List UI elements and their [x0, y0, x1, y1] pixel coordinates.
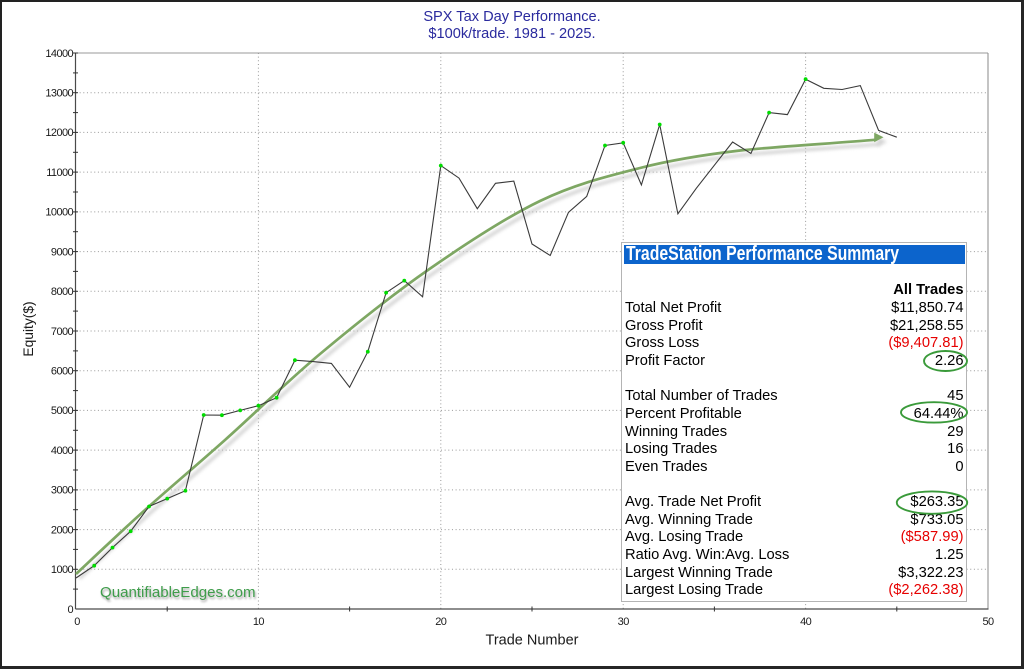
svg-text:10000: 10000 — [45, 207, 73, 219]
svg-text:13000: 13000 — [45, 88, 73, 100]
svg-text:Equity($): Equity($) — [21, 301, 36, 356]
svg-text:3000: 3000 — [51, 485, 74, 497]
svg-text:4000: 4000 — [51, 445, 74, 457]
svg-text:40: 40 — [800, 616, 812, 628]
svg-text:6000: 6000 — [51, 366, 74, 378]
svg-text:2000: 2000 — [51, 524, 74, 536]
svg-text:9000: 9000 — [51, 246, 74, 258]
svg-text:7000: 7000 — [51, 326, 74, 338]
svg-text:10: 10 — [253, 616, 265, 628]
svg-text:30: 30 — [618, 616, 630, 628]
svg-text:1000: 1000 — [51, 564, 74, 576]
svg-text:Trade Number: Trade Number — [486, 633, 579, 649]
svg-text:50: 50 — [982, 616, 994, 628]
svg-text:11000: 11000 — [46, 167, 73, 179]
svg-text:20: 20 — [435, 616, 447, 628]
svg-text:8000: 8000 — [51, 286, 74, 298]
svg-text:12000: 12000 — [45, 127, 73, 139]
svg-text:14000: 14000 — [45, 48, 73, 60]
svg-text:0: 0 — [67, 604, 73, 616]
svg-text:0: 0 — [74, 616, 80, 628]
svg-text:5000: 5000 — [51, 405, 74, 417]
